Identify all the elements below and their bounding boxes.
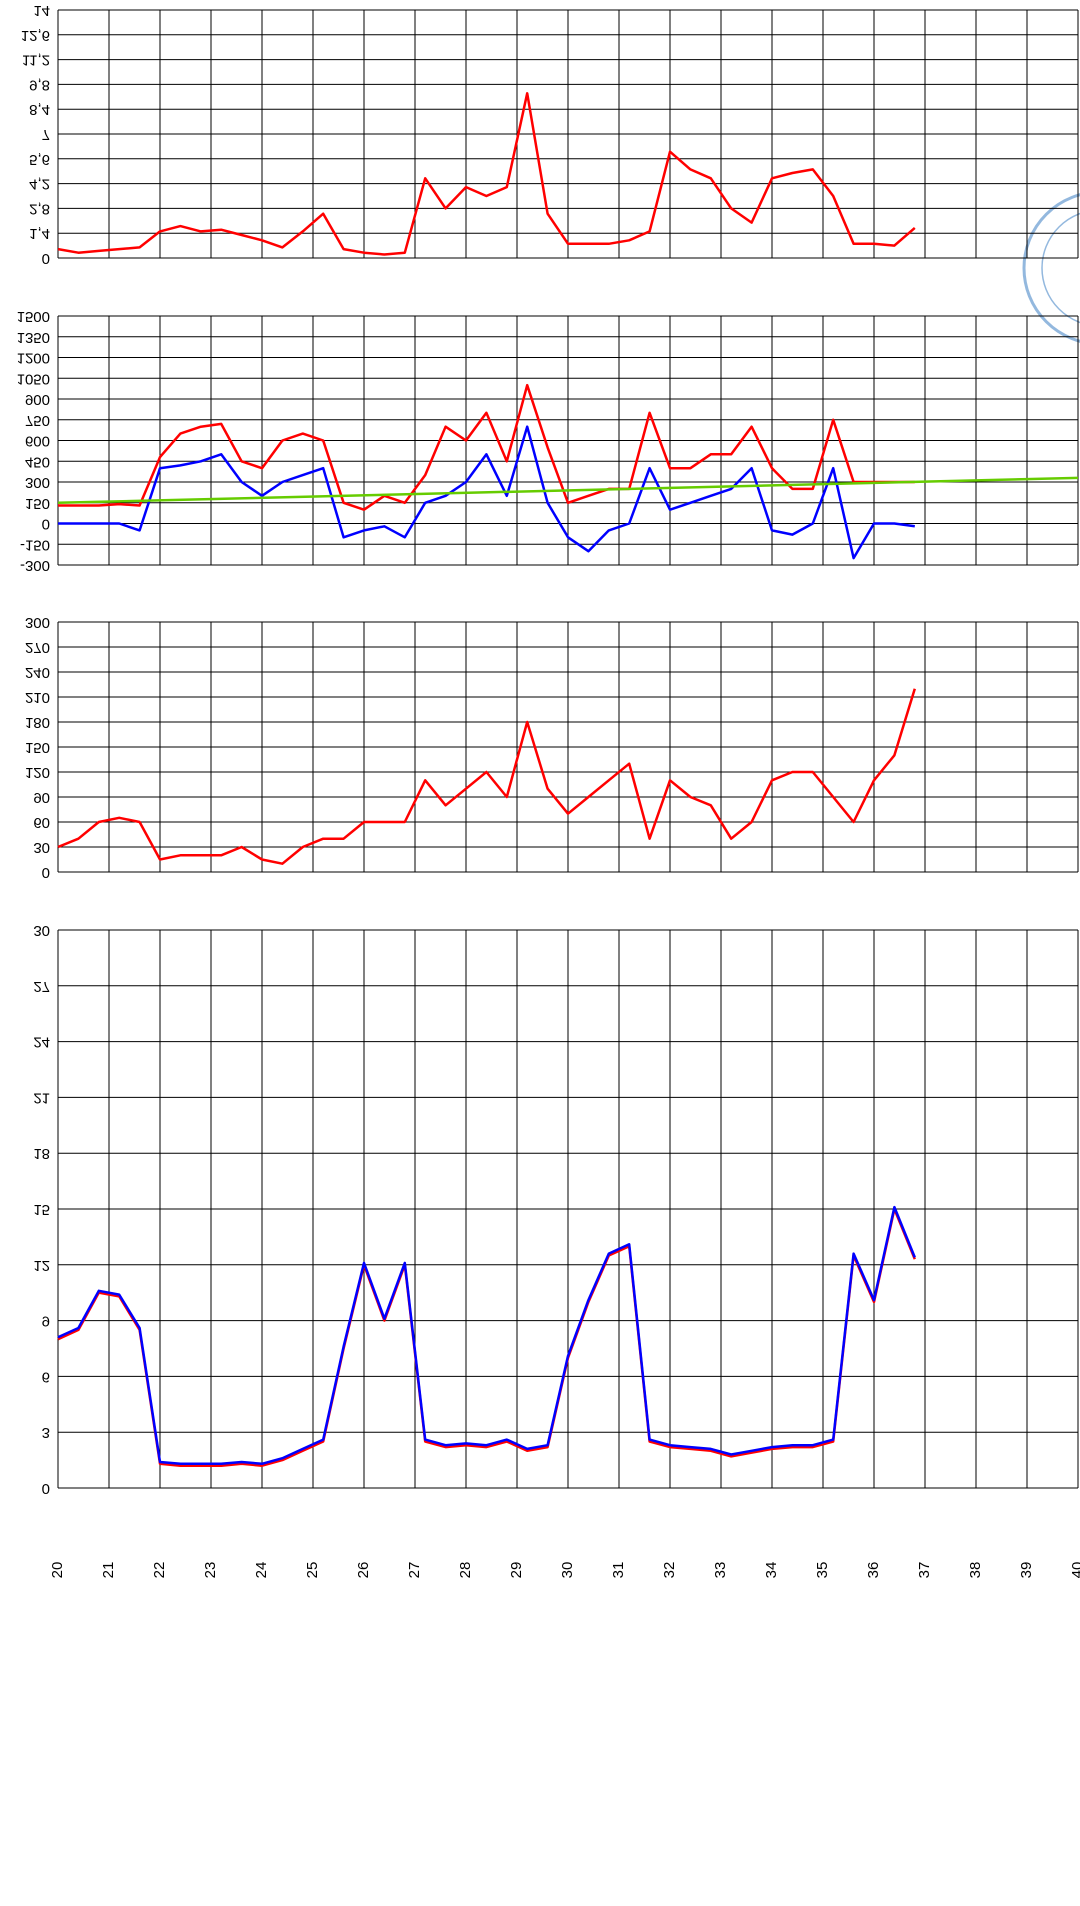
- x-tick-label: 34: [763, 1562, 780, 1579]
- series-line: [58, 383, 915, 511]
- y-tick-label: 180: [25, 714, 50, 731]
- x-tick-label: 37: [916, 1562, 933, 1579]
- y-tick-label: 1500: [17, 308, 50, 325]
- y-tick-label: 210: [25, 689, 50, 706]
- x-tick-label: 26: [355, 1562, 372, 1579]
- x-tick-label: 20: [49, 1562, 66, 1579]
- y-tick-label: 21: [33, 1089, 50, 1106]
- stamp-ring: [1022, 193, 1080, 343]
- y-tick-label: 240: [25, 664, 50, 681]
- x-tick-label: 22: [151, 1562, 168, 1579]
- stamp-inner-ring: [1041, 212, 1080, 324]
- series-line: [57, 1205, 916, 1466]
- y-tick-label: 14: [33, 2, 50, 19]
- x-tick-label: 32: [661, 1562, 678, 1579]
- y-tick-label: 9: [42, 1313, 50, 1330]
- x-tick-label: 38: [967, 1562, 984, 1579]
- y-tick-label: 0: [42, 516, 50, 533]
- y-tick-label: 1,4: [29, 225, 50, 242]
- y-tick-label: 24: [33, 1034, 50, 1051]
- x-tick-label: 39: [1018, 1562, 1035, 1579]
- y-tick-label: 450: [25, 453, 50, 470]
- chart: 0 3 6 9 12 15 18 21 24 27 30: [33, 922, 1079, 1497]
- y-tick-label: 600: [25, 433, 50, 450]
- x-tick-label: 31: [610, 1562, 627, 1579]
- y-tick-label: 7: [42, 126, 50, 143]
- y-tick-label: 60: [33, 814, 50, 831]
- y-tick-label: 0: [42, 1480, 50, 1497]
- y-tick-label: 750: [25, 412, 50, 429]
- y-tick-label: 30: [33, 839, 50, 856]
- y-tick-label: 1050: [17, 370, 50, 387]
- y-tick-label: 300: [25, 614, 50, 631]
- y-tick-label: 3: [42, 1424, 50, 1441]
- series-line: [57, 1207, 916, 1467]
- x-tick-label: 27: [406, 1562, 423, 1579]
- y-tick-label: 270: [25, 639, 50, 656]
- y-tick-label: 150: [25, 739, 50, 756]
- y-tick-label: 120: [25, 764, 50, 781]
- y-tick-label: 2,8: [29, 200, 50, 217]
- x-tick-label: 40: [1069, 1562, 1080, 1579]
- x-tick-label: 23: [202, 1562, 219, 1579]
- series-line: [57, 92, 916, 256]
- y-tick-label: 0: [42, 864, 50, 881]
- x-tick-label: 21: [100, 1562, 117, 1579]
- y-tick-label: -150: [20, 536, 50, 553]
- y-tick-label: 900: [25, 391, 50, 408]
- series-line: [58, 425, 915, 560]
- y-tick-label: 27: [33, 978, 50, 995]
- y-tick-label: -300: [20, 557, 50, 574]
- y-tick-label: 15: [33, 1201, 50, 1218]
- y-tick-label: 150: [25, 495, 50, 512]
- x-tick-label: 25: [304, 1562, 321, 1579]
- y-tick-label: 300: [25, 474, 50, 491]
- y-tick-label: 9,8: [29, 76, 50, 93]
- x-tick-label: 30: [559, 1562, 576, 1579]
- x-tick-label: 36: [865, 1562, 882, 1579]
- x-tick-label: 24: [253, 1562, 270, 1579]
- series-line: [57, 688, 916, 865]
- chart: 0 1,4 2,8 4,2 5,6 7 8,4 9,8 11,2 12,6 14: [21, 2, 1079, 267]
- x-tick-label: 33: [712, 1562, 729, 1579]
- y-tick-label: 12,6: [21, 27, 50, 44]
- chart: 0 30 60 90 120 150 180 210 240 270 300: [25, 614, 1079, 881]
- y-tick-label: 6: [42, 1368, 50, 1385]
- chart: -300 -150 0 150 300 450 600 750 900 1050 1200 1350 1…: [17, 308, 1079, 574]
- y-tick-label: 12: [33, 1257, 50, 1274]
- x-tick-label: 29: [508, 1562, 525, 1579]
- y-tick-label: 5,6: [29, 151, 50, 168]
- x-tick-label: 35: [814, 1562, 831, 1579]
- y-tick-label: 0: [42, 250, 50, 267]
- x-tick-label: 28: [457, 1562, 474, 1579]
- y-tick-label: 30: [33, 922, 50, 939]
- y-tick-label: 1200: [17, 350, 50, 367]
- y-tick-label: 1350: [17, 329, 50, 346]
- y-tick-label: 4,2: [29, 176, 50, 193]
- y-tick-label: 18: [33, 1145, 50, 1162]
- series-line: [57, 476, 1079, 505]
- stamp: [1022, 193, 1080, 343]
- y-tick-label: 11,2: [22, 52, 50, 69]
- y-tick-label: 8,4: [29, 101, 50, 118]
- y-tick-label: 90: [33, 789, 50, 806]
